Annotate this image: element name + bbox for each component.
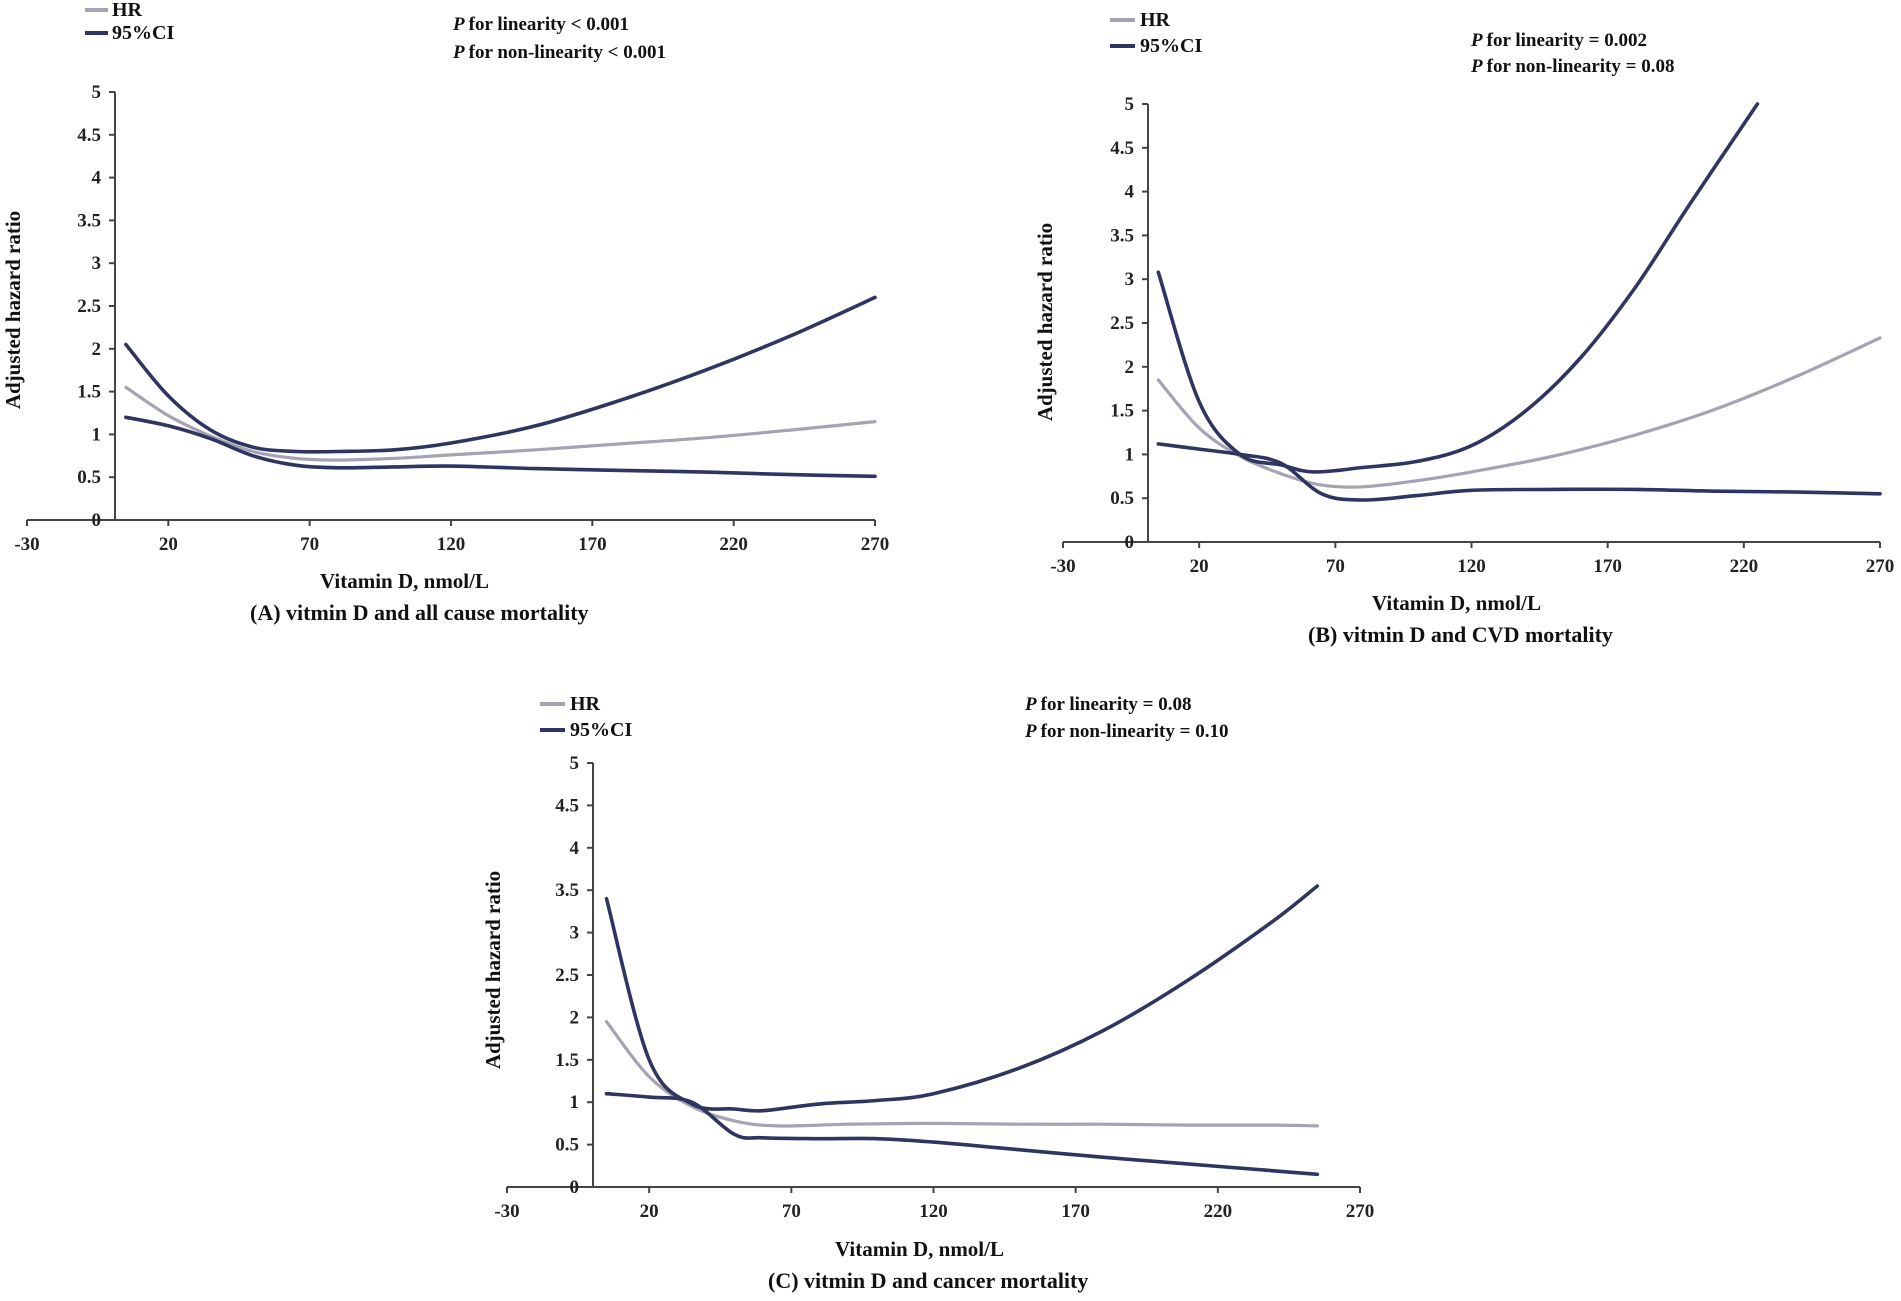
x-tick-label: 170 [1593, 556, 1622, 577]
p-nonlinearity: P for non-linearity = 0.10 [1024, 721, 1228, 742]
y-tick-label: 0 [570, 1177, 580, 1198]
legend-hr-label: HR [112, 0, 143, 21]
hr-line [604, 1020, 1319, 1128]
x-tick-label: 120 [437, 534, 466, 555]
y-tick-label: 1 [92, 424, 102, 445]
panel-c-plot: 0 0.5 1 1.5 2 2.5 3 3.5 4 4.5 5 -30 20 70 120 170 220 270 [494, 753, 1374, 1222]
x-tick-label: 220 [1730, 556, 1759, 577]
y-tick-label: 2.5 [77, 296, 101, 317]
y-tick-label: 1.5 [1110, 401, 1134, 422]
y-tick-label: 3 [1125, 269, 1135, 290]
p-nonlinearity: P for non-linearity = 0.08 [1470, 56, 1674, 77]
y-axis-label: Adjusted hazard ratio [1, 211, 25, 409]
x-tick-label: 270 [1346, 1201, 1375, 1222]
y-tick-label: 4 [1125, 182, 1135, 203]
y-tick-label: 2.5 [1110, 313, 1134, 334]
y-tick-label: 3 [570, 923, 580, 944]
x-axis-label: Vitamin D, nmol/L [835, 1237, 1004, 1261]
y-axis-label: Adjusted hazard ratio [1033, 223, 1057, 421]
y-tick-label: 4 [92, 168, 102, 189]
p-linearity: P for linearity < 0.001 [452, 14, 629, 35]
x-tick-label: 120 [919, 1201, 948, 1222]
ci-lower-line [124, 415, 877, 479]
panel-a: 0 0.5 1 1.5 2 2.5 3 3.5 4 4.5 5 -30 20 70 120 170 220 270… [1, 0, 889, 625]
y-tick-label: 1.5 [555, 1050, 579, 1071]
y-tick-label: 4.5 [1110, 138, 1134, 159]
y-tick-label: 3.5 [555, 880, 579, 901]
x-axis-label: Vitamin D, nmol/L [320, 569, 489, 593]
x-tick-label: -30 [494, 1201, 519, 1222]
legend-ci-label: 95%CI [112, 22, 174, 44]
p-linearity: P for linearity = 0.002 [1470, 30, 1647, 51]
y-tick-label: 5 [92, 82, 102, 103]
x-tick-label: 270 [861, 534, 890, 555]
hr-line [124, 385, 877, 462]
panel-caption: (A) vitmin D and all cause mortality [250, 600, 589, 625]
y-tick-label: 4.5 [555, 795, 579, 816]
x-tick-label: 170 [1061, 1201, 1090, 1222]
legend-ci-label: 95%CI [570, 719, 632, 741]
x-tick-label: 220 [719, 534, 748, 555]
legend-ci-label: 95%CI [1140, 35, 1202, 57]
y-tick-label: 0.5 [77, 467, 101, 488]
y-tick-label: 0 [1125, 532, 1135, 553]
x-tick-label: 20 [159, 534, 178, 555]
x-axis-label: Vitamin D, nmol/L [1372, 591, 1541, 615]
panel-b-plot: 0 0.5 1 1.5 2 2.5 3 3.5 4 4.5 5 -30 20 70 120 170 220 270 [1050, 94, 1894, 577]
x-tick-label: -30 [1050, 556, 1075, 577]
panel-a-plot: 0 0.5 1 1.5 2 2.5 3 3.5 4 4.5 5 -30 20 70 120 170 220 270 [14, 82, 889, 555]
y-tick-label: 2 [570, 1007, 580, 1028]
ci-upper-line [1156, 102, 1760, 474]
p-linearity: P for linearity = 0.08 [1024, 694, 1192, 715]
ci-upper-line [124, 295, 877, 454]
x-tick-label: 120 [1457, 556, 1486, 577]
ci-lower-line [604, 1091, 1320, 1177]
panel-c: 0 0.5 1 1.5 2 2.5 3 3.5 4 4.5 5 -30 20 70 120 170 220 270… [481, 693, 1374, 1293]
x-tick-label: 70 [782, 1201, 801, 1222]
y-tick-label: 2 [92, 339, 102, 360]
panel-caption: (B) vitmin D and CVD mortality [1308, 622, 1613, 647]
y-tick-label: 5 [1125, 94, 1135, 115]
y-tick-label: 2.5 [555, 965, 579, 986]
y-tick-label: 0.5 [1110, 488, 1134, 509]
y-tick-label: 0.5 [555, 1135, 579, 1156]
y-tick-label: 1 [1125, 444, 1135, 465]
y-tick-label: 3.5 [77, 210, 101, 231]
panel-b: 0 0.5 1 1.5 2 2.5 3 3.5 4 4.5 5 -30 20 70 120 170 220 270… [1033, 9, 1894, 647]
ci-upper-line [604, 884, 1320, 1113]
y-tick-label: 5 [570, 753, 580, 774]
y-tick-label: 1.5 [77, 382, 101, 403]
x-tick-label: 20 [1190, 556, 1209, 577]
y-tick-label: 3.5 [1110, 225, 1134, 246]
x-tick-label: 220 [1204, 1201, 1233, 1222]
x-tick-label: 70 [300, 534, 319, 555]
y-tick-label: 1 [570, 1092, 580, 1113]
y-tick-label: 0 [92, 510, 102, 531]
y-tick-label: 4.5 [77, 125, 101, 146]
x-tick-label: -30 [14, 534, 39, 555]
x-tick-label: 70 [1326, 556, 1345, 577]
x-tick-label: 270 [1866, 556, 1895, 577]
p-nonlinearity: P for non-linearity < 0.001 [452, 42, 666, 63]
legend-hr-label: HR [570, 693, 601, 715]
ci-lower-line [1156, 442, 1882, 502]
panel-caption: (C) vitmin D and cancer mortality [768, 1268, 1088, 1293]
x-tick-label: 170 [578, 534, 607, 555]
y-tick-label: 4 [570, 838, 580, 859]
y-tick-label: 3 [92, 253, 102, 274]
y-axis-label: Adjusted hazard ratio [481, 871, 505, 1069]
y-tick-label: 2 [1125, 357, 1135, 378]
x-tick-label: 20 [640, 1201, 659, 1222]
legend-hr-label: HR [1140, 9, 1171, 31]
